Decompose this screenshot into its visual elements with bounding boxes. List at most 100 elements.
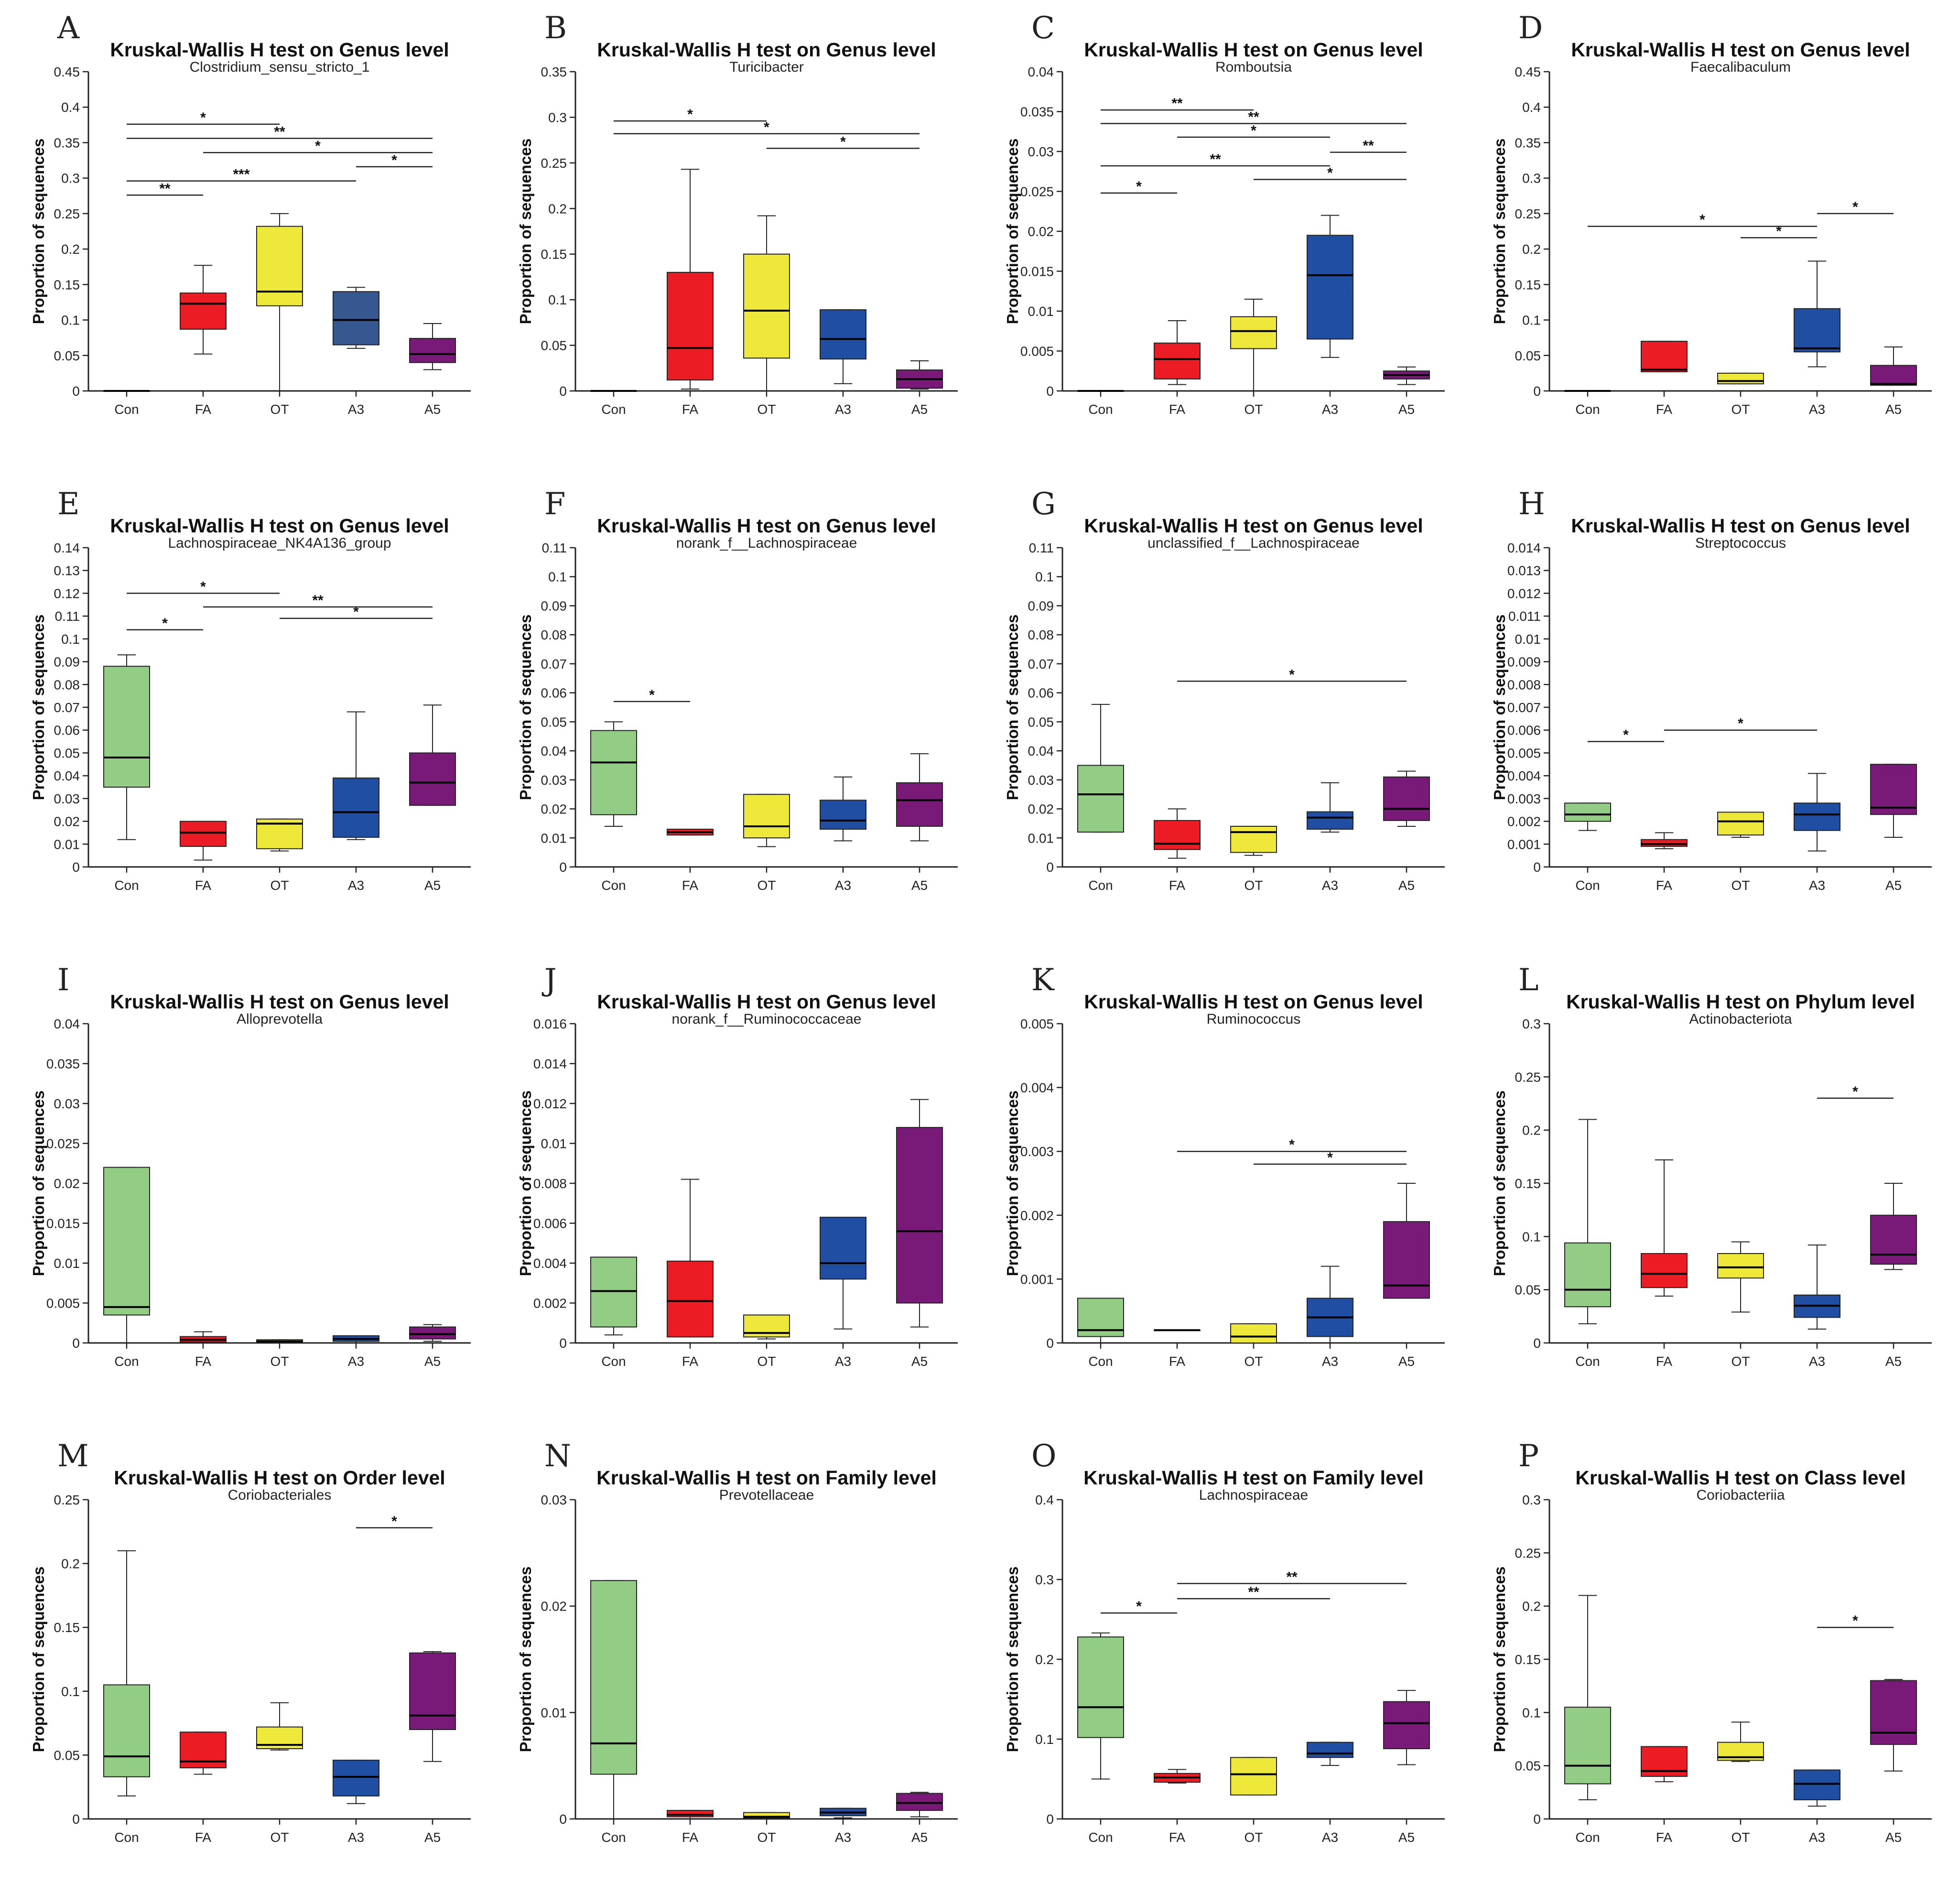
- panel-label: N: [544, 1439, 571, 1474]
- y-tick-label: 0.02: [54, 814, 80, 829]
- panel-label: O: [1031, 1439, 1056, 1474]
- y-tick-label: 0.2: [1035, 1652, 1054, 1667]
- y-axis-label: Proportion of sequences: [30, 615, 47, 801]
- y-tick-label: 0.2: [61, 1557, 80, 1571]
- x-tick-label: OT: [1732, 878, 1750, 893]
- box-rect: [1307, 1742, 1353, 1758]
- x-tick-label: A5: [424, 1354, 441, 1369]
- y-tick-label: 0.035: [46, 1057, 80, 1071]
- y-tick-label: 0.11: [542, 541, 567, 555]
- x-tick-label: Con: [1575, 1354, 1600, 1369]
- y-tick-label: 0.012: [533, 1096, 567, 1111]
- x-tick-label: Con: [114, 1354, 139, 1369]
- box-Con: [103, 1167, 150, 1343]
- x-tick-label: OT: [1245, 1354, 1263, 1369]
- panel-label: D: [1518, 11, 1543, 46]
- x-tick-label: OT: [758, 878, 776, 893]
- y-tick-label: 0.004: [1507, 768, 1541, 783]
- y-tick-label: 0.02: [1028, 224, 1054, 239]
- box-A5: [409, 1651, 456, 1762]
- y-tick-label: 0.06: [1028, 686, 1054, 701]
- y-tick-label: 0.4: [61, 100, 80, 115]
- chart-panel-F: F Kruskal-Wallis H test on Genus level nor…: [487, 476, 974, 952]
- panel-label: K: [1031, 963, 1055, 998]
- box-A5: [1383, 366, 1430, 385]
- x-tick-label: A3: [1322, 878, 1338, 893]
- box-Con: [1564, 802, 1611, 831]
- box-A5: [1870, 1679, 1917, 1772]
- box-Con: [590, 1256, 637, 1336]
- box-rect: [1230, 1757, 1277, 1796]
- box-FA: [180, 821, 227, 861]
- panel-label: H: [1518, 487, 1545, 522]
- box-rect: [333, 1760, 379, 1796]
- y-tick-label: 0.35: [54, 135, 80, 150]
- chart-title: Kruskal-Wallis H test on Family level: [1083, 1467, 1424, 1489]
- box-rect: [180, 1731, 227, 1769]
- significance-label: *: [1699, 212, 1705, 228]
- significance-label: *: [1327, 1150, 1333, 1166]
- y-tick-label: 0.05: [541, 338, 567, 353]
- box-FA: [1154, 320, 1201, 385]
- x-tick-label: OT: [1245, 402, 1263, 417]
- y-tick-label: 0.008: [533, 1176, 567, 1191]
- x-tick-label: FA: [1656, 402, 1673, 417]
- box-FA: [667, 1179, 714, 1338]
- box-rect: [1077, 765, 1124, 833]
- y-tick-label: 0.012: [1507, 586, 1541, 601]
- box-rect: [1870, 764, 1917, 815]
- x-tick-label: A3: [348, 878, 364, 893]
- box-FA: [1154, 1769, 1201, 1784]
- y-tick-label: 0: [559, 384, 567, 399]
- box-OT: [1717, 811, 1764, 838]
- y-tick-label: 0.3: [548, 110, 567, 125]
- chart-subtitle: Prevotellaceae: [719, 1487, 814, 1503]
- box-FA: [1641, 1746, 1688, 1783]
- y-tick-label: 0.45: [54, 65, 80, 79]
- x-tick-label: A5: [1885, 402, 1902, 417]
- box-A5: [1383, 1690, 1430, 1765]
- box-OT: [1717, 372, 1764, 385]
- y-tick-label: 0.08: [541, 627, 567, 642]
- y-tick-label: 0.01: [541, 1136, 567, 1151]
- significance-label: *: [1852, 1084, 1858, 1100]
- x-tick-label: A5: [1885, 1354, 1902, 1369]
- box-rect: [743, 794, 790, 839]
- panel-label: P: [1518, 1439, 1539, 1474]
- chart-subtitle: Coriobacteriales: [228, 1487, 332, 1503]
- y-tick-label: 0.25: [54, 206, 80, 221]
- box-FA: [1641, 341, 1688, 372]
- y-axis-label: Proportion of sequences: [30, 1567, 47, 1753]
- significance-label: *: [1136, 1599, 1142, 1614]
- significance-label: **: [1286, 1569, 1298, 1585]
- box-A3: [1307, 1266, 1353, 1343]
- x-tick-label: Con: [114, 1830, 139, 1845]
- box-rect: [103, 666, 150, 788]
- chart-svg: P Kruskal-Wallis H test on Class levelCor…: [1491, 1439, 1932, 1845]
- box-rect: [1383, 1701, 1430, 1750]
- y-tick-label: 0.03: [1028, 144, 1054, 159]
- x-tick-label: A3: [1809, 1354, 1825, 1369]
- box-FA: [667, 829, 714, 836]
- significance-label: *: [764, 119, 769, 135]
- chart-svg: B Kruskal-Wallis H test on Genus levelTur…: [517, 11, 958, 417]
- chart-panel-L: L Kruskal-Wallis H test on Phylum level Ac…: [1461, 952, 1948, 1428]
- x-tick-label: A3: [348, 1354, 364, 1369]
- chart-subtitle: Clostridium_sensu_stricto_1: [190, 59, 370, 75]
- x-tick-label: FA: [682, 1354, 699, 1369]
- box-OT: [256, 213, 303, 391]
- x-tick-label: OT: [271, 1354, 289, 1369]
- box-rect: [1794, 802, 1840, 831]
- box-A5: [1870, 764, 1917, 838]
- y-tick-label: 0.2: [1522, 242, 1541, 257]
- y-tick-label: 0.4: [1035, 1493, 1054, 1507]
- y-tick-label: 0.005: [1507, 746, 1541, 760]
- box-A3: [1307, 215, 1353, 358]
- y-tick-label: 0: [1046, 1812, 1054, 1827]
- y-tick-label: 0.005: [1020, 344, 1054, 359]
- x-tick-label: A3: [1322, 1354, 1338, 1369]
- chart-subtitle: Faecalibaculum: [1690, 59, 1791, 75]
- chart-panel-E: E Kruskal-Wallis H test on Genus level Lac…: [0, 476, 487, 952]
- box-rect: [1077, 1636, 1124, 1738]
- box-FA: [1154, 1329, 1201, 1331]
